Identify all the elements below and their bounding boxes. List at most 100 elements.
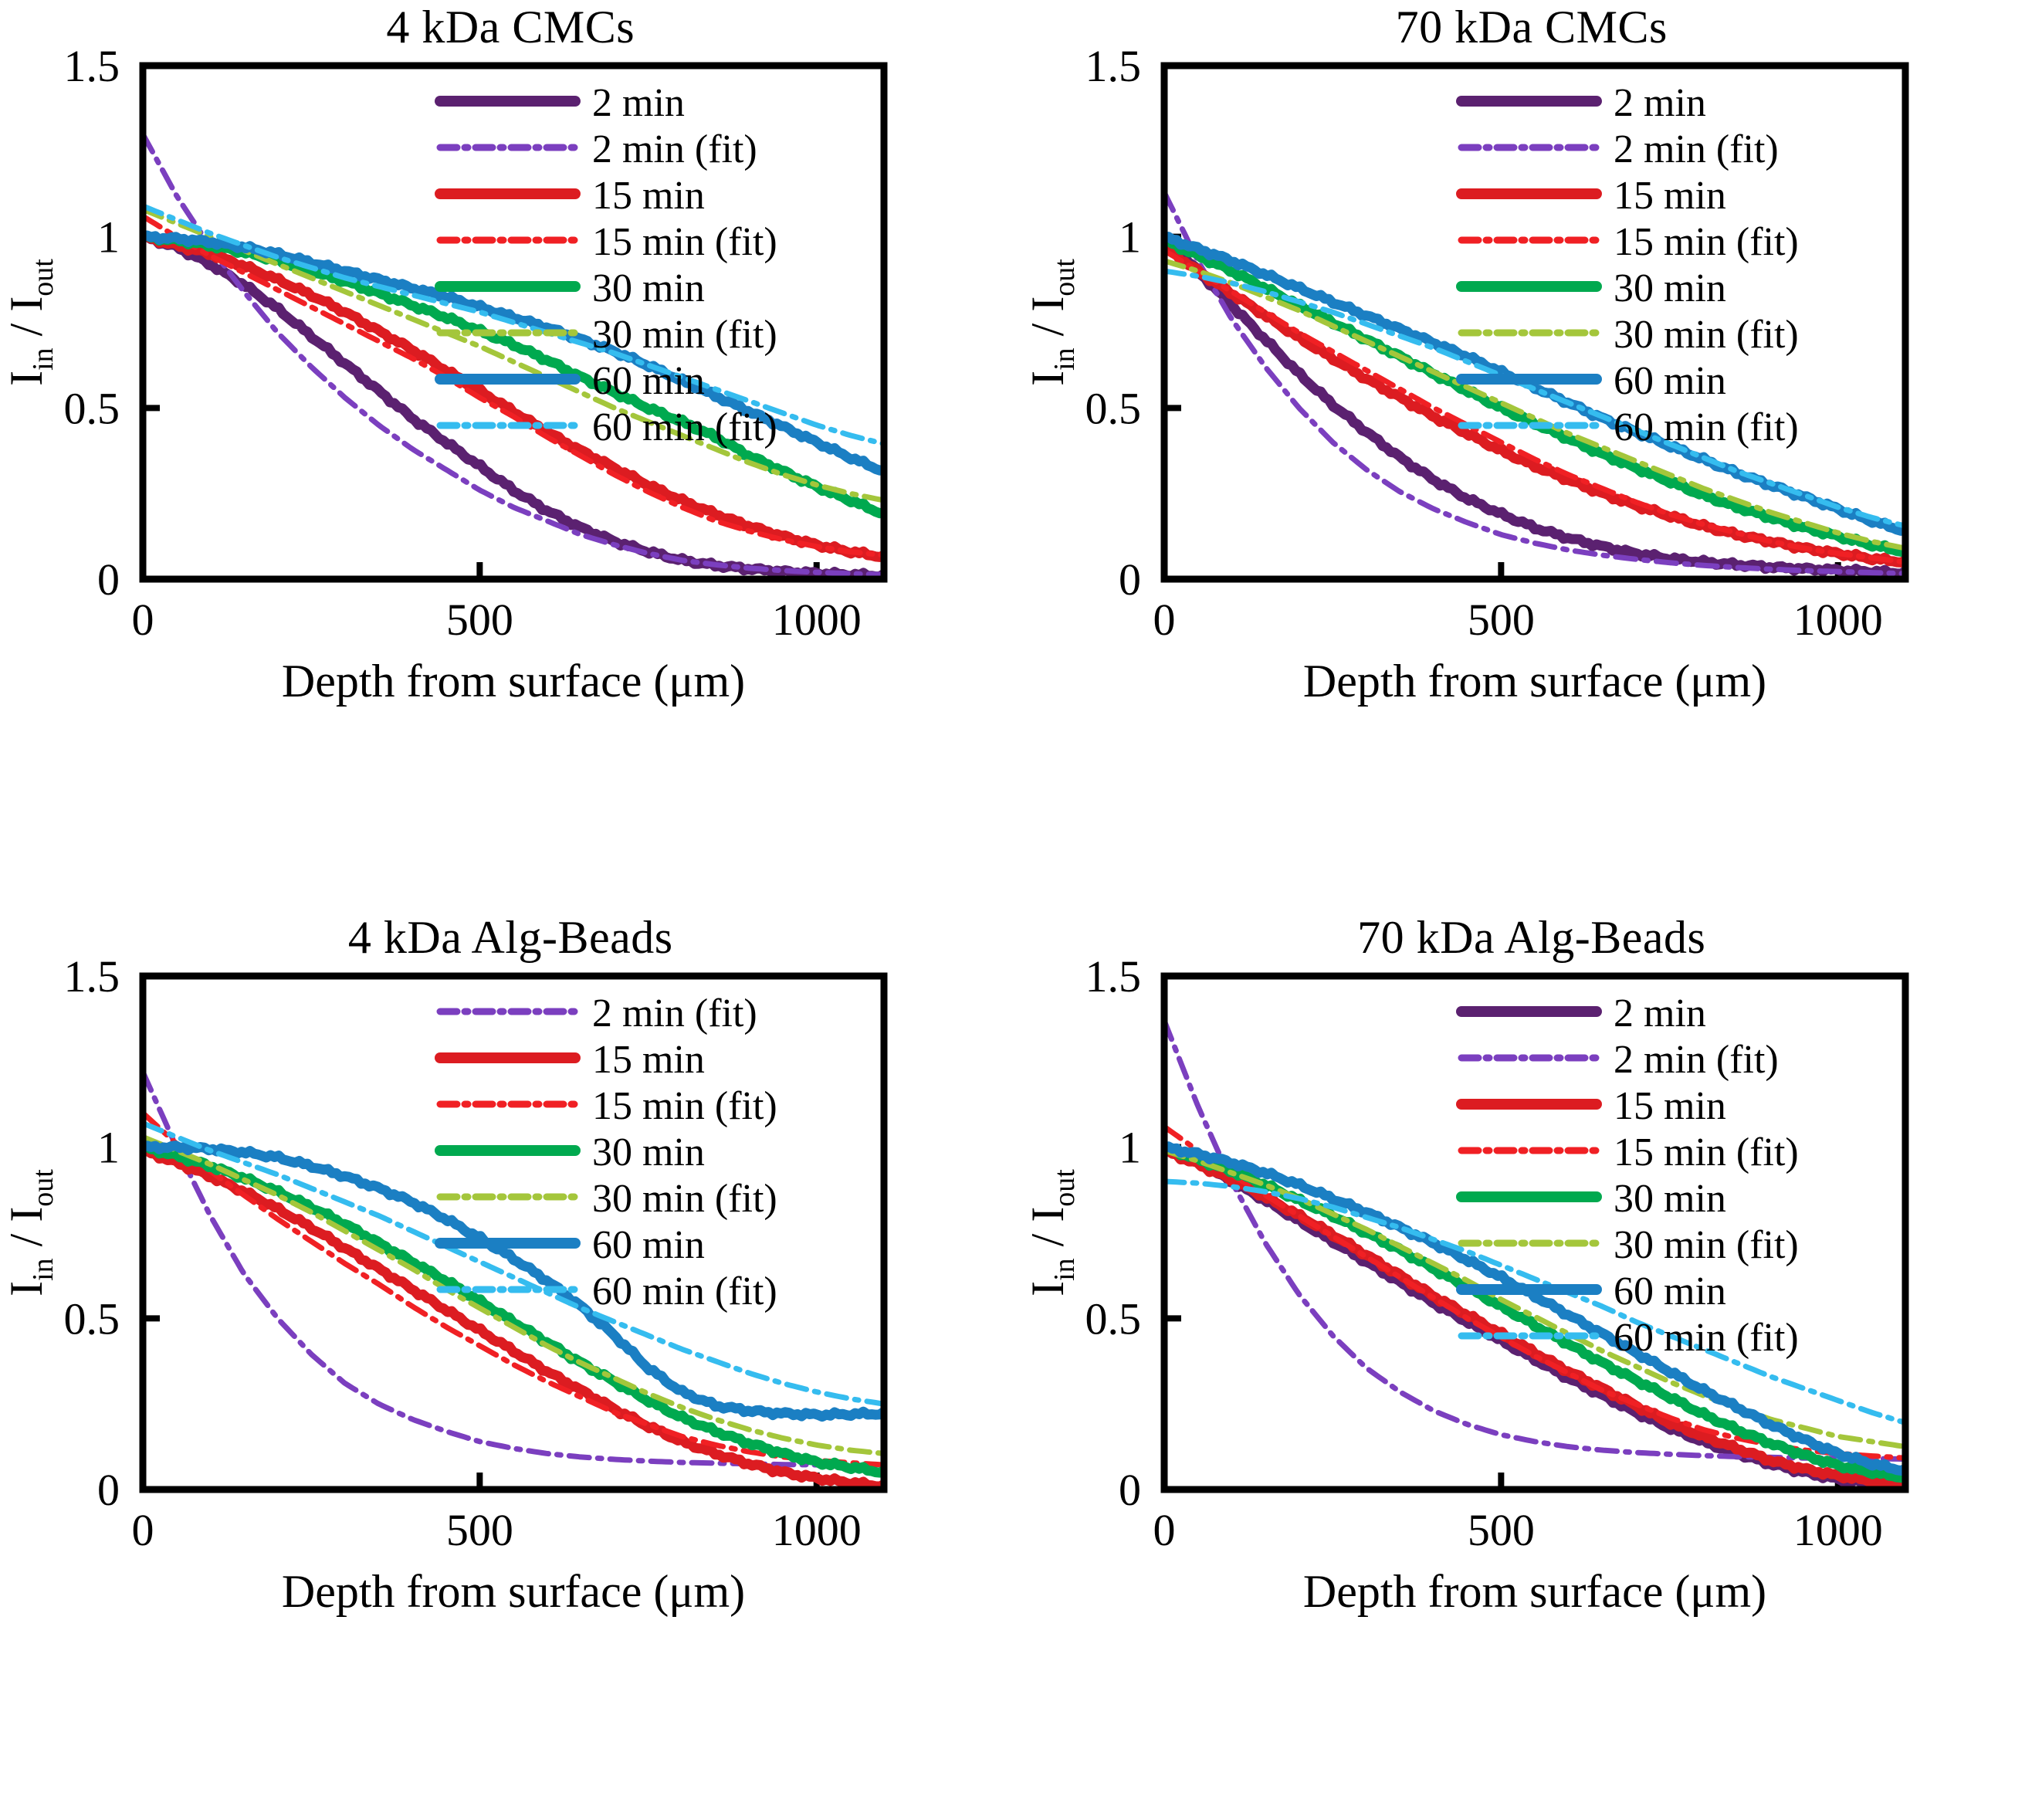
- legend-label: 30 min: [1614, 266, 1726, 310]
- legend-label: 60 min: [592, 1223, 705, 1267]
- series-line: [143, 203, 884, 447]
- y-tick-label: 1.5: [64, 951, 120, 1002]
- series-line: [143, 131, 884, 578]
- panel-bottom-left: 4 kDa Alg-Beads 0 0.5 1 1.5 0 500 1000 2 min (f…: [0, 910, 1021, 1820]
- panel-title: 70 kDa Alg-Beads: [1357, 911, 1706, 963]
- x-tick-label: 1000: [1793, 595, 1882, 645]
- legend-label: 15 min (fit): [592, 220, 777, 264]
- series-line: [143, 231, 884, 562]
- series-line: [1163, 1140, 1905, 1476]
- x-tick-label: 1000: [772, 595, 862, 645]
- y-tick-label: 1: [1119, 212, 1141, 263]
- legend-label: 2 min: [1614, 991, 1706, 1035]
- legend-label: 2 min: [1614, 81, 1706, 125]
- panel-title: 4 kDa CMCs: [386, 2, 635, 53]
- legend-label: 30 min (fit): [592, 313, 777, 357]
- plot-area: 0 0.5 1 1.5 0 500 1000 2 min 2 min (fit) 15 min 15…: [1021, 41, 2042, 910]
- y-tick-label: 1.5: [64, 41, 120, 91]
- svg-text:Iin / Iout: Iin / Iout: [1022, 259, 1081, 386]
- series-group: [143, 1069, 884, 1490]
- x-tick-label: 0: [132, 1505, 154, 1555]
- y-axis-title: Iin / Iout: [1, 1168, 59, 1296]
- x-tick-label: 500: [446, 595, 513, 645]
- series-line: [143, 1110, 884, 1468]
- series-group: [1163, 1017, 1905, 1490]
- y-tick-label: 0: [1119, 1465, 1141, 1515]
- plot-area: 0 0.5 1 1.5 0 500 1000 2 min 2 min (fit) 15 min 15…: [1021, 951, 2042, 1820]
- plot-frame: [139, 62, 888, 583]
- legend-label: 15 min: [592, 174, 705, 218]
- y-tick-label: 1: [1119, 1122, 1141, 1172]
- x-tick-label: 500: [1467, 595, 1534, 645]
- y-tick-label: 1: [97, 212, 120, 263]
- x-tick-label: 0: [1153, 595, 1175, 645]
- y-tick-label: 0: [97, 554, 120, 605]
- plot-area: 0 0.5 1 1.5 0 500 1000 2 min (fit) 15 min 15 min …: [0, 951, 1021, 1820]
- x-tick-label: 1000: [1793, 1505, 1882, 1555]
- panel-bottom-right: 70 kDa Alg-Beads 0 0.5 1 1.5 0 500 1000 2 min 2 …: [1021, 910, 2042, 1820]
- svg-text:Iin / Iout: Iin / Iout: [1, 259, 59, 386]
- x-tick-label: 0: [1153, 1505, 1175, 1555]
- y-tick-label: 0.5: [64, 1293, 120, 1344]
- series-line: [1163, 258, 1905, 551]
- series-group: [143, 131, 884, 579]
- legend-label: 60 min (fit): [1614, 405, 1799, 449]
- svg-text:Iin / Iout: Iin / Iout: [1022, 1168, 1081, 1296]
- legend-label: 60 min: [592, 359, 705, 403]
- legend-label: 30 min: [592, 1130, 705, 1174]
- series-line: [143, 1140, 884, 1422]
- panel-top-right: 70 kDa CMCs 0 0.5 1 1.5 0 500 1000 2 min 2 min (…: [1021, 0, 2042, 910]
- y-tick-label: 1.5: [1085, 41, 1141, 91]
- legend-label: 15 min: [1614, 1084, 1726, 1128]
- y-tick-label: 0.5: [1085, 383, 1141, 433]
- legend-label: 30 min (fit): [1614, 1223, 1799, 1267]
- plot-area: 0 0.5 1 1.5 0 500 1000 2 min 2 min (fit) 15 min 15…: [0, 41, 1021, 910]
- x-tick-label: 0: [132, 595, 154, 645]
- legend-label: 60 min: [1614, 1269, 1726, 1313]
- legend-label: 60 min (fit): [592, 405, 777, 449]
- y-axis-title: Iin / Iout: [1, 259, 59, 386]
- plot-frame: [1160, 972, 1908, 1493]
- legend-label: 2 min (fit): [592, 127, 757, 171]
- series-line: [1163, 247, 1905, 565]
- legend-label: 15 min: [1614, 174, 1726, 218]
- legend-label: 2 min (fit): [592, 991, 757, 1035]
- panel-title: 4 kDa Alg-Beads: [347, 911, 673, 963]
- legend-label: 30 min (fit): [1614, 313, 1799, 357]
- legend-label: 15 min (fit): [592, 1084, 777, 1128]
- legend-label: 60 min: [1614, 359, 1726, 403]
- series-line: [1163, 1178, 1905, 1425]
- legend-label: 15 min: [592, 1038, 705, 1082]
- svg-text:Iin / Iout: Iin / Iout: [1, 1168, 59, 1296]
- legend-label: 60 min (fit): [1614, 1316, 1799, 1360]
- x-tick-label: 1000: [772, 1505, 862, 1555]
- y-tick-label: 0: [97, 1465, 120, 1515]
- x-axis-title: Depth from surface (μm): [1302, 1566, 1766, 1617]
- legend-label: 15 min (fit): [1614, 220, 1799, 264]
- y-tick-label: 0.5: [64, 383, 120, 433]
- y-tick-label: 1.5: [1085, 951, 1141, 1002]
- series-line: [1163, 232, 1905, 579]
- plot-frame: [1160, 62, 1908, 583]
- series-line: [1163, 189, 1905, 577]
- y-tick-label: 1: [97, 1122, 120, 1172]
- panel-top-left: 4 kDa CMCs 0 0.5 1 1.5 0 500 1000 2 min 2 min (f…: [0, 0, 1021, 910]
- x-axis-title: Depth from surface (μm): [282, 1566, 745, 1617]
- series-line: [143, 1120, 884, 1407]
- legend-label: 2 min (fit): [1614, 127, 1779, 171]
- legend-label: 2 min (fit): [1614, 1038, 1779, 1082]
- x-axis-title: Depth from surface (μm): [1302, 656, 1766, 707]
- series-line: [1163, 268, 1905, 529]
- y-tick-label: 0.5: [1085, 1293, 1141, 1344]
- panel-title: 70 kDa CMCs: [1395, 2, 1668, 53]
- y-tick-label: 0: [1119, 554, 1141, 605]
- legend-label: 2 min: [592, 81, 685, 125]
